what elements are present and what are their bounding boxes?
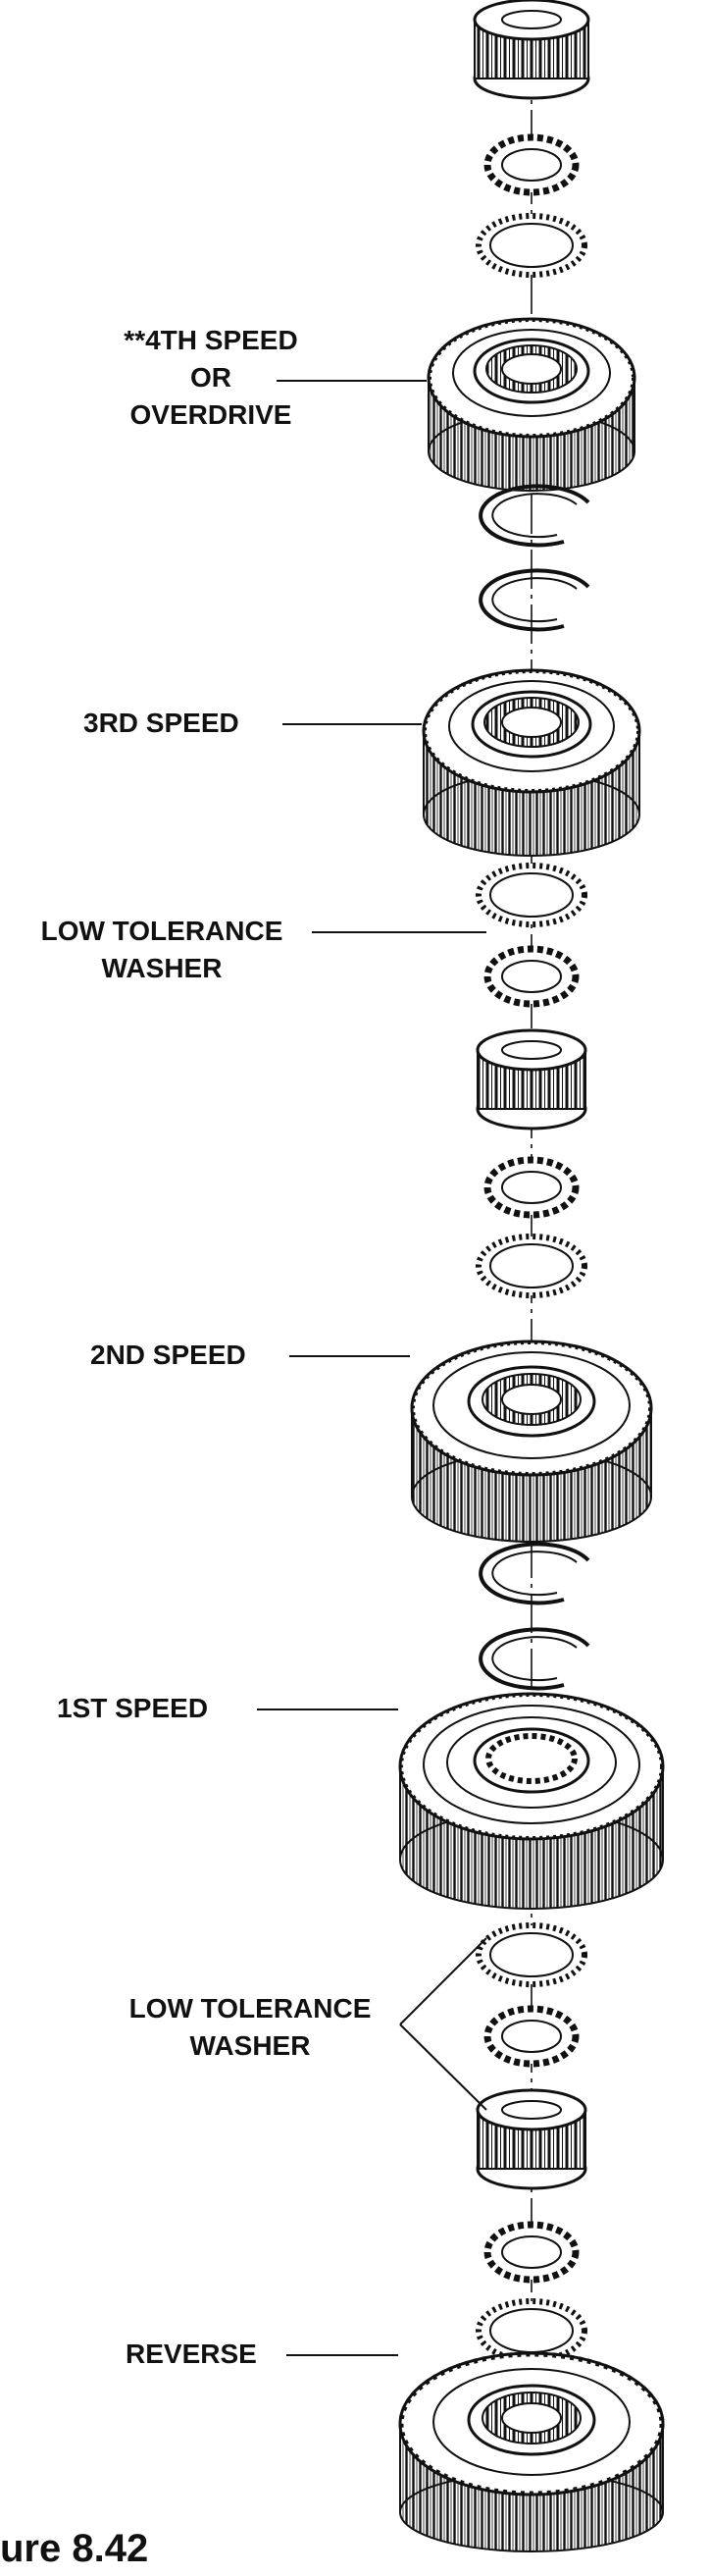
low-tolerance-washer-1	[483, 945, 580, 1008]
first-speed-gear	[398, 1692, 665, 1910]
label-reverse: REVERSE	[126, 2339, 257, 2369]
snap-ring-3	[479, 1542, 590, 1605]
leader-low-tolerance-2-upper	[399, 1937, 487, 2025]
figure-caption: ure 8.42	[0, 2527, 149, 2570]
snap-ring-4	[479, 1627, 590, 1691]
reverse-gear	[398, 2351, 665, 2552]
label-fourth-speed-line1: **4TH SPEED	[124, 325, 298, 355]
leader-low-tolerance-2-lower	[399, 2024, 487, 2111]
fourth-speed-gear	[427, 317, 636, 492]
snap-ring-2	[479, 568, 590, 632]
needle-bearing-lower	[476, 2088, 587, 2190]
snap-ring-1	[479, 484, 590, 548]
label-low-tolerance-washer-2-line1: LOW TOLERANCE	[128, 1993, 372, 2024]
needle-bearing-top	[473, 0, 590, 100]
label-low-tolerance-washer-2: LOW TOLERANCE WASHER	[103, 1990, 397, 2065]
label-fourth-speed-line2: OR	[190, 362, 231, 393]
second-speed-gear	[410, 1340, 653, 1543]
low-tolerance-washer-2-upper	[483, 2005, 580, 2068]
label-low-tolerance-washer-2-line2: WASHER	[189, 2030, 311, 2061]
label-low-tolerance-washer-1: LOW TOLERANCE WASHER	[15, 913, 309, 987]
needle-bearing-middle	[476, 1028, 587, 1130]
splined-washer-1	[483, 133, 580, 196]
leader-lines	[257, 380, 487, 2356]
label-low-tolerance-washer-1-line2: WASHER	[101, 953, 223, 983]
label-low-tolerance-washer-1-line1: LOW TOLERANCE	[40, 916, 283, 946]
label-second-speed: 2ND SPEED	[90, 1340, 246, 1370]
synchro-ring-1	[476, 213, 587, 278]
label-fourth-speed: **4TH SPEED OR OVERDRIVE	[103, 322, 319, 434]
splined-washer-2	[483, 1156, 580, 1219]
low-tolerance-washer-2-lower	[483, 2221, 580, 2284]
synchro-ring-4	[476, 1922, 587, 1987]
synchro-ring-3	[476, 1234, 587, 1298]
label-fourth-speed-line3: OVERDRIVE	[129, 399, 292, 430]
synchro-ring-2	[476, 863, 587, 927]
label-first-speed: 1ST SPEED	[57, 1693, 209, 1723]
synchro-ring-5	[476, 2298, 587, 2363]
third-speed-gear	[422, 668, 641, 857]
label-third-speed: 3RD SPEED	[83, 708, 239, 738]
